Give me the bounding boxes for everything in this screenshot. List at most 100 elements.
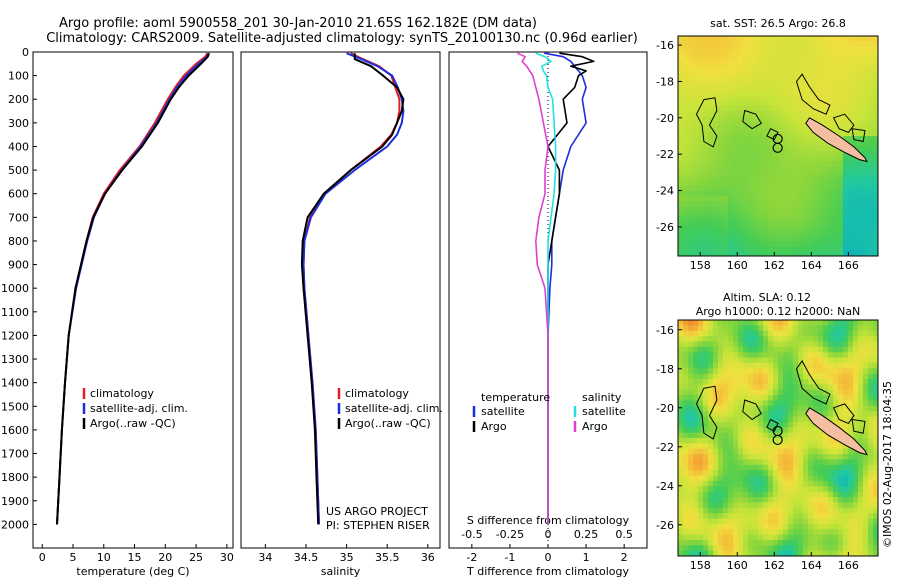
map-cell [713,357,719,364]
map-cell [743,176,749,182]
map-cell [728,96,734,102]
map-cell [848,121,854,127]
map-cell [848,116,854,122]
map-cell [728,325,734,332]
map-cell [693,362,699,369]
map-cell [823,66,829,72]
map-cell [753,81,759,87]
map-cell [713,71,719,77]
map-cell [748,236,754,242]
map-cell [858,341,864,348]
map-cell [693,341,699,348]
map-cell [783,56,789,62]
map-cell [853,81,859,87]
map-cell [778,171,784,177]
map-cell [798,443,804,450]
map-cell [848,176,854,182]
map-cell [793,206,799,212]
map-cell [698,41,704,47]
map-cell [698,320,704,326]
map-cell [748,101,754,107]
map-cell [858,330,864,337]
map-cell [788,71,794,77]
map-cell [793,146,799,152]
map-cell [788,41,794,47]
map-cell [823,86,829,92]
map-cell [773,81,779,87]
map-cell [838,486,844,493]
map-cell [783,416,789,423]
map-cell [868,156,874,162]
map-cell [868,96,874,102]
map-cell [753,251,759,257]
map-cell [788,507,794,514]
map-cell [863,66,869,72]
map-cell [698,71,704,77]
map-cell [813,320,819,326]
map-cell [733,416,739,423]
map-cell [783,464,789,471]
map-cell [698,216,704,222]
map-cell [723,131,729,137]
map-cell [693,196,699,202]
map-cell [723,96,729,102]
map-cell [683,507,689,514]
map-cell [778,421,784,428]
map-cell [738,539,744,546]
map-cell [798,405,804,412]
map-cell [853,545,859,552]
map-cell [813,384,819,391]
map-cell [783,171,789,177]
map-cell [833,216,839,222]
map-cell [818,389,824,396]
map-cell [753,126,759,132]
map-cell [718,111,724,117]
map-cell [713,126,719,132]
map-cell [823,101,829,107]
map-cell [683,336,689,342]
map-cell [713,491,719,498]
map-cell [768,56,774,62]
map-cell [763,368,769,375]
map-cell [713,523,719,530]
map-cell [733,146,739,152]
map-cell [833,438,839,444]
map-cell [678,101,684,107]
map-cell [753,513,759,519]
map-cell [758,341,764,348]
map-cell [788,523,794,530]
map-cell [723,357,729,364]
map-cell [818,346,824,353]
map-cell [713,341,719,348]
depth-tick-label: 800 [8,235,29,248]
map-cell [848,171,854,177]
map-cell [753,545,759,552]
map-cell [853,211,859,217]
map-cell [818,486,824,493]
map-cell [818,241,824,247]
map-cell [758,81,764,87]
map-cell [758,421,764,428]
map-cell [793,421,799,428]
map-cell [763,550,769,557]
map-cell [853,518,859,525]
map-cell [813,545,819,552]
map-cell [723,330,729,337]
map-cell [683,46,689,52]
map-cell [828,416,834,423]
map-cell [778,231,784,237]
map-cell [688,106,694,112]
map-cell [813,491,819,498]
map-cell [688,101,694,107]
map-cell [848,186,854,192]
map-cell [798,121,804,127]
map-cell [853,491,859,498]
map-cell [833,66,839,72]
map-cell [778,459,784,466]
map-cell [808,389,814,396]
map-cell [798,491,804,498]
map-cell [763,438,769,444]
map-cell [778,131,784,137]
map-cell [818,206,824,212]
map-cell [778,236,784,242]
